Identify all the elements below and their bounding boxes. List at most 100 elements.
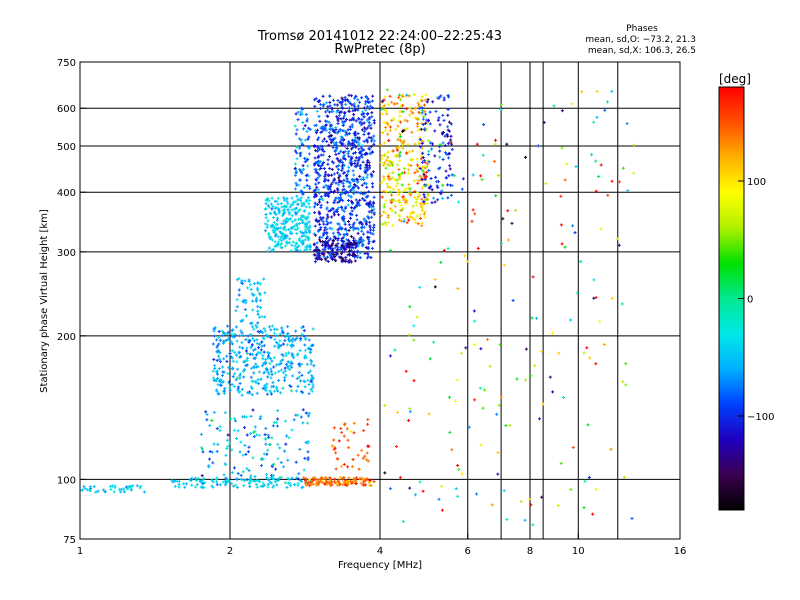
data-point: [345, 479, 347, 482]
data-point: [254, 475, 256, 479]
data-point: [350, 189, 352, 193]
data-point: [357, 161, 359, 165]
data-point: [329, 137, 331, 141]
data-point: [360, 476, 362, 480]
data-point: [372, 232, 374, 236]
data-point: [361, 96, 363, 100]
data-point: [271, 225, 273, 229]
data-point: [312, 386, 314, 389]
data-point: [327, 221, 329, 225]
data-point: [228, 366, 230, 370]
data-point: [327, 251, 329, 254]
data-point: [418, 141, 420, 145]
data-point: [391, 119, 393, 123]
data-point: [230, 417, 232, 421]
data-point: [363, 225, 365, 229]
data-point: [276, 334, 278, 338]
data-point: [396, 153, 398, 156]
data-point: [271, 392, 272, 396]
data-point: [305, 228, 307, 232]
data-point: [204, 480, 206, 484]
data-point: [255, 380, 257, 384]
data-point: [370, 256, 372, 260]
data-point: [300, 415, 302, 419]
data-point: [257, 351, 259, 355]
data-point: [301, 141, 303, 145]
data-point: [233, 335, 235, 339]
data-point: [356, 250, 358, 254]
data-point: [277, 389, 279, 393]
data-point: [314, 195, 316, 199]
data-point: [366, 138, 368, 142]
data-point: [360, 166, 361, 170]
data-point: [399, 218, 401, 222]
data-point: [310, 379, 312, 383]
data-point: [350, 159, 352, 163]
data-point: [217, 442, 219, 446]
data-point: [264, 222, 266, 226]
data-point: [313, 232, 315, 236]
data-point: [352, 109, 354, 113]
data-point: [365, 151, 367, 155]
data-point: [327, 243, 329, 247]
data-point: [336, 157, 338, 161]
data-point: [309, 229, 311, 233]
grid-lines: [80, 62, 680, 539]
data-point: [247, 391, 249, 395]
data-point: [320, 240, 322, 244]
data-point: [369, 151, 371, 155]
data-point: [229, 441, 231, 445]
data-point: [317, 188, 319, 192]
data-point: [262, 336, 264, 340]
data-point: [345, 189, 347, 193]
data-points: [80, 88, 636, 527]
data-point: [276, 387, 278, 391]
data-point: [245, 338, 247, 341]
data-point: [360, 146, 362, 150]
data-point: [339, 482, 341, 486]
data-point: [348, 106, 350, 110]
data-point: [367, 247, 369, 251]
data-point: [304, 124, 306, 128]
data-point: [266, 476, 268, 480]
data-point: [222, 374, 223, 377]
data-point: [335, 126, 337, 130]
data-point: [250, 479, 252, 483]
data-point: [348, 93, 350, 97]
data-point: [271, 207, 273, 211]
data-point: [341, 103, 343, 107]
data-point: [271, 324, 273, 328]
data-point: [334, 103, 336, 107]
data-point: [343, 184, 345, 188]
data-point: [264, 229, 266, 233]
data-point: [350, 248, 352, 252]
data-point: [334, 189, 336, 193]
data-point: [333, 448, 335, 451]
data-point: [252, 293, 254, 297]
data-point: [279, 210, 281, 214]
data-point: [351, 138, 353, 142]
data-point: [262, 484, 264, 488]
data-point: [215, 379, 217, 383]
data-point: [357, 254, 359, 258]
data-point: [309, 185, 310, 189]
data-point: [361, 229, 363, 233]
data-point: [317, 203, 319, 206]
data-point: [344, 98, 346, 102]
data-point: [294, 124, 296, 128]
data-point: [258, 433, 260, 437]
data-point: [276, 327, 278, 331]
data-point: [333, 200, 335, 204]
data-point: [217, 349, 219, 353]
data-point: [226, 359, 228, 363]
data-point: [295, 181, 297, 185]
data-point: [253, 435, 255, 439]
data-point: [357, 104, 359, 108]
data-point: [312, 479, 314, 483]
data-point: [328, 120, 330, 124]
data-point: [332, 110, 334, 113]
data-point: [317, 156, 319, 159]
data-point: [339, 199, 340, 203]
data-point: [370, 172, 372, 176]
data-point: [327, 173, 329, 177]
